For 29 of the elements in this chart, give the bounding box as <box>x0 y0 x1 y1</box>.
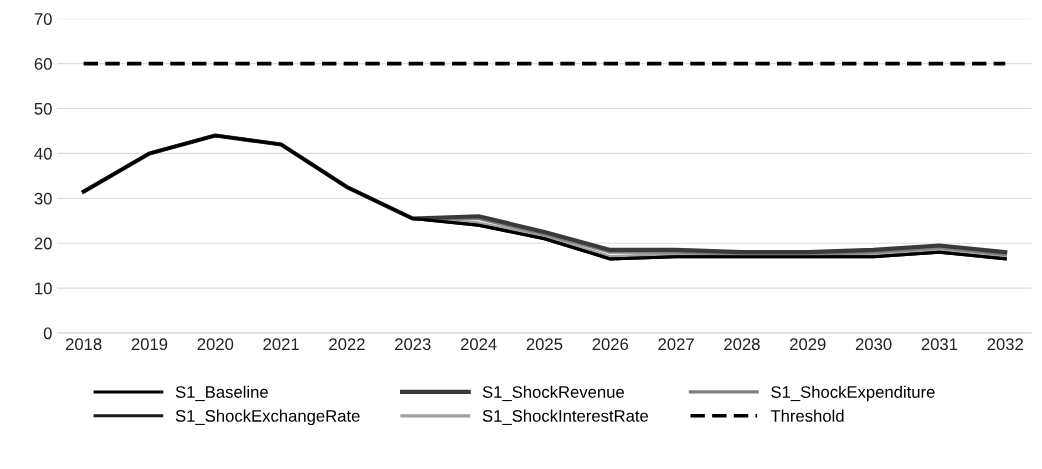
legend-label: S1_ShockExpenditure <box>771 385 935 402</box>
x-tick-label: 2032 <box>987 338 1023 351</box>
y-tick-label: 30 <box>34 192 52 205</box>
x-tick-label: 2018 <box>65 338 102 351</box>
y-tick-label: 20 <box>34 237 52 250</box>
legend-label: S1_ShockRevenue <box>482 385 624 402</box>
legend-label: Threshold <box>770 409 844 422</box>
legend-label: S1_ShockExchangeRate <box>175 409 360 426</box>
x-tick-label: 2028 <box>724 338 760 351</box>
x-tick-label: 2022 <box>329 338 365 351</box>
y-tick-label: 70 <box>34 13 52 25</box>
y-tick-label: 40 <box>34 147 52 160</box>
x-tick-label: 2021 <box>263 338 299 351</box>
legend-label: S1_Baseline <box>175 385 268 402</box>
x-tick-label: 2020 <box>197 338 234 351</box>
x-tick-label: 2030 <box>855 338 892 351</box>
y-tick-label: 60 <box>34 58 52 70</box>
x-tick-label: 2023 <box>395 338 431 351</box>
x-tick-label: 2029 <box>790 338 826 351</box>
x-tick-label: 2019 <box>131 338 168 351</box>
y-tick-label: 0 <box>43 327 52 340</box>
x-tick-label: 2024 <box>460 338 497 351</box>
x-tick-label: 2031 <box>921 338 958 351</box>
x-tick-label: 2026 <box>592 338 629 351</box>
x-tick-label: 2027 <box>658 338 694 351</box>
y-tick-label: 10 <box>35 282 52 295</box>
legend-label: S1_ShockInterestRate <box>482 409 649 425</box>
x-tick-label: 2025 <box>526 338 563 351</box>
y-tick-label: 50 <box>34 102 52 115</box>
